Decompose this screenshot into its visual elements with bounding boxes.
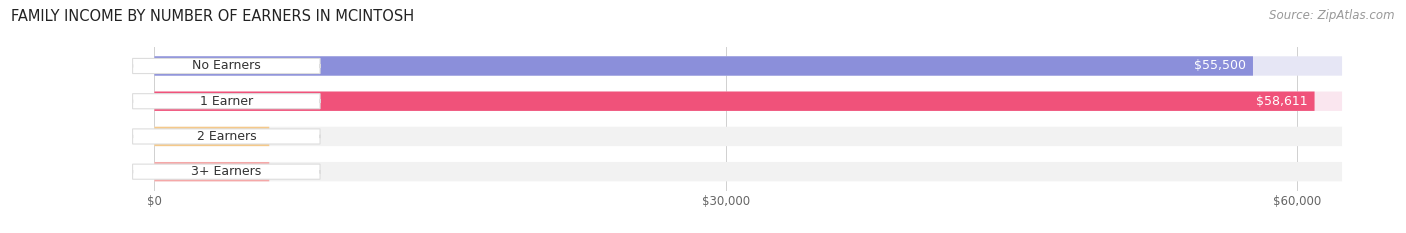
- FancyBboxPatch shape: [132, 129, 321, 144]
- Text: $0: $0: [284, 165, 299, 178]
- Text: FAMILY INCOME BY NUMBER OF EARNERS IN MCINTOSH: FAMILY INCOME BY NUMBER OF EARNERS IN MC…: [11, 9, 415, 24]
- FancyBboxPatch shape: [132, 164, 321, 179]
- Text: $58,611: $58,611: [1256, 95, 1308, 108]
- FancyBboxPatch shape: [132, 58, 321, 74]
- Text: 2 Earners: 2 Earners: [197, 130, 256, 143]
- Text: $0: $0: [284, 130, 299, 143]
- Text: No Earners: No Earners: [193, 59, 260, 72]
- FancyBboxPatch shape: [155, 127, 1343, 146]
- FancyBboxPatch shape: [155, 162, 270, 181]
- Text: Source: ZipAtlas.com: Source: ZipAtlas.com: [1270, 9, 1395, 22]
- FancyBboxPatch shape: [155, 162, 1343, 181]
- FancyBboxPatch shape: [155, 127, 270, 146]
- Text: 1 Earner: 1 Earner: [200, 95, 253, 108]
- FancyBboxPatch shape: [155, 92, 1315, 111]
- FancyBboxPatch shape: [155, 92, 1343, 111]
- FancyBboxPatch shape: [132, 94, 321, 109]
- Text: 3+ Earners: 3+ Earners: [191, 165, 262, 178]
- FancyBboxPatch shape: [155, 56, 1253, 76]
- FancyBboxPatch shape: [155, 56, 1343, 76]
- Text: $55,500: $55,500: [1194, 59, 1246, 72]
